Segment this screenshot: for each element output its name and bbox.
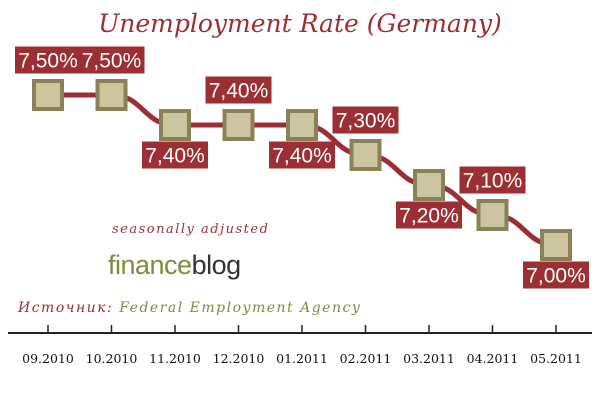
data-point-2 (159, 109, 191, 141)
data-label-box-7 (459, 166, 526, 194)
data-label-2: 7,40% (145, 145, 205, 168)
x-tick-label-0: 09.2010 (22, 351, 74, 366)
data-label-box-8 (523, 261, 589, 289)
data-point-0 (32, 79, 64, 111)
x-tick-label-5: 02.2011 (340, 351, 392, 366)
data-point-3 (222, 109, 255, 141)
x-axis-ticks: 09.2010 10.2010 11.2010 12.2010 01.2011 02.20… (22, 325, 582, 366)
source-name: Federal Employment Agency (119, 300, 362, 316)
data-label-6: 7,20% (399, 205, 459, 228)
data-label-box-1 (78, 46, 145, 74)
x-tick-label-2: 11.2010 (149, 351, 201, 366)
data-point-7 (476, 199, 509, 231)
data-point-6 (413, 169, 445, 201)
data-markers (32, 79, 572, 261)
source-note: Источник: Federal Employment Agency (18, 300, 361, 316)
data-label-box-0 (15, 46, 81, 74)
chart-title: Unemployment Rate (Germany) (98, 9, 502, 38)
data-label-1: 7,50% (82, 50, 142, 73)
data-label-box-4 (269, 141, 335, 169)
x-tick-label-6: 03.2011 (403, 351, 455, 366)
data-label-box-2 (142, 141, 208, 169)
data-labels: 7,50% 7,50%7,40%7,40%7,40%7,30%7,20%7,10%… (15, 46, 589, 289)
x-tick-label-4: 01.2011 (276, 351, 328, 366)
data-label-box-5 (332, 106, 399, 134)
data-point-4 (286, 109, 318, 141)
x-tick-label-7: 04.2011 (467, 351, 519, 366)
x-tick-label-1: 10.2010 (86, 351, 138, 366)
data-label-3: 7,40% (209, 80, 269, 103)
brand-part2: blog (191, 250, 242, 280)
data-label-7: 7,10% (463, 170, 523, 193)
data-label-box-6 (396, 201, 462, 229)
data-label-8: 7,00% (526, 265, 586, 288)
data-point-1 (95, 79, 128, 111)
brand-part1: finance (108, 250, 192, 280)
data-label-5: 7,30% (336, 110, 396, 133)
x-tick-label-8: 05.2011 (530, 351, 582, 366)
data-label-box-3 (205, 76, 272, 104)
data-label-4: 7,40% (272, 145, 332, 168)
seasonally-adjusted-note: seasonally adjusted (112, 222, 270, 237)
data-label-0: 7,50% (18, 50, 78, 73)
x-tick-label-3: 12.2010 (213, 351, 265, 366)
source-prefix: Источник: (18, 300, 114, 316)
data-point-5 (349, 139, 382, 171)
brand-logo: financeblog (108, 250, 241, 281)
data-point-8 (540, 229, 572, 261)
